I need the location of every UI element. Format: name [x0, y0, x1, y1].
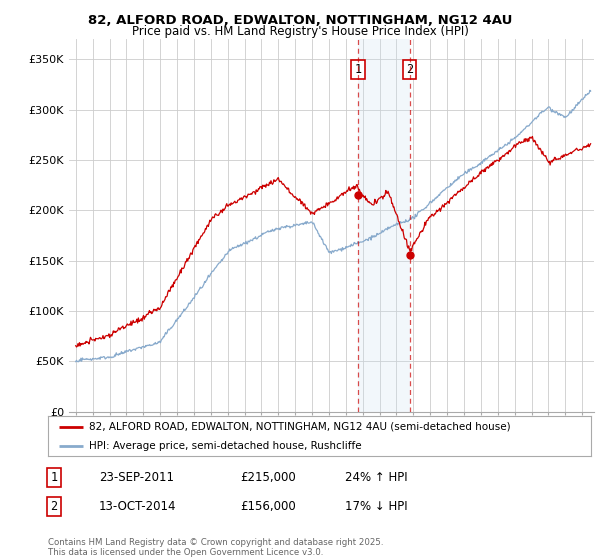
Text: 2: 2: [406, 63, 413, 76]
Text: 2: 2: [50, 500, 58, 514]
Text: HPI: Average price, semi-detached house, Rushcliffe: HPI: Average price, semi-detached house,…: [89, 441, 361, 451]
Text: 82, ALFORD ROAD, EDWALTON, NOTTINGHAM, NG12 4AU: 82, ALFORD ROAD, EDWALTON, NOTTINGHAM, N…: [88, 14, 512, 27]
Text: 1: 1: [50, 470, 58, 484]
Text: £156,000: £156,000: [240, 500, 296, 514]
Bar: [358, 39, 410, 412]
Text: 13-OCT-2014: 13-OCT-2014: [99, 500, 176, 514]
Text: 24% ↑ HPI: 24% ↑ HPI: [345, 470, 407, 484]
Text: 82, ALFORD ROAD, EDWALTON, NOTTINGHAM, NG12 4AU (semi-detached house): 82, ALFORD ROAD, EDWALTON, NOTTINGHAM, N…: [89, 422, 511, 432]
Text: 23-SEP-2011: 23-SEP-2011: [99, 470, 174, 484]
Text: Price paid vs. HM Land Registry's House Price Index (HPI): Price paid vs. HM Land Registry's House …: [131, 25, 469, 38]
Text: £215,000: £215,000: [240, 470, 296, 484]
Text: Contains HM Land Registry data © Crown copyright and database right 2025.
This d: Contains HM Land Registry data © Crown c…: [48, 538, 383, 557]
Text: 1: 1: [355, 63, 362, 76]
Text: 17% ↓ HPI: 17% ↓ HPI: [345, 500, 407, 514]
